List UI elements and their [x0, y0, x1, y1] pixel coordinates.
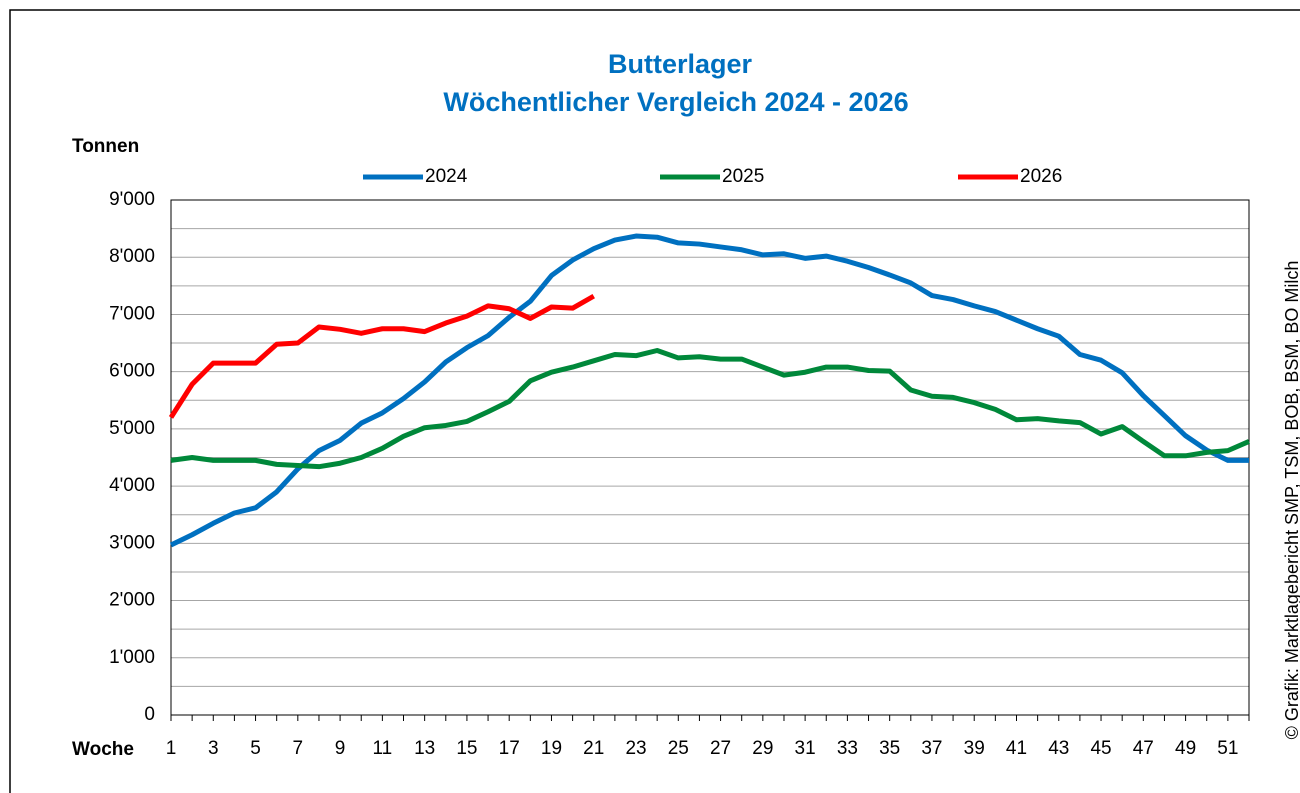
y-tick-label: 6'000	[109, 361, 155, 382]
x-tick-label: 23	[625, 738, 646, 759]
plot-area	[170, 199, 1250, 716]
y-tick-label: 4'000	[109, 475, 155, 496]
series-line	[168, 293, 595, 419]
x-axis-label: Woche	[72, 739, 134, 760]
y-tick-label: 3'000	[109, 532, 155, 553]
x-tick-label: 1	[166, 738, 177, 759]
legend-label: 2026	[1020, 166, 1062, 187]
x-tick-label: 45	[1090, 738, 1111, 759]
x-tick-label: 3	[208, 738, 219, 759]
x-tick-label: 9	[335, 738, 346, 759]
y-tick-label: 1'000	[109, 647, 155, 668]
chart-title: Butterlager	[608, 49, 753, 79]
legend-label: 2025	[722, 166, 764, 187]
x-tick-label: 31	[795, 738, 816, 759]
x-tick-label: 17	[499, 738, 520, 759]
x-tick-label: 7	[293, 738, 304, 759]
x-tick-label: 41	[1006, 738, 1027, 759]
x-tick-label: 27	[710, 738, 731, 759]
y-tick-label: 9'000	[109, 189, 155, 210]
legend-label: 2024	[425, 166, 468, 187]
x-tick-label: 35	[879, 738, 900, 759]
series-line	[170, 347, 1250, 470]
x-tick-label: 19	[541, 738, 562, 759]
x-tick-label: 47	[1133, 738, 1154, 759]
x-tick-label: 43	[1048, 738, 1069, 759]
y-tick-label: 8'000	[109, 246, 155, 267]
chart-frame	[9, 9, 1300, 793]
x-tick-label: 33	[837, 738, 858, 759]
x-tick-label: 37	[921, 738, 942, 759]
y-tick-label: 5'000	[109, 418, 155, 439]
x-tick-label: 51	[1217, 738, 1238, 759]
x-tick-label: 39	[964, 738, 985, 759]
x-tick-label: 49	[1175, 738, 1196, 759]
x-tick-label: 15	[456, 738, 477, 759]
y-tick-label: 0	[144, 704, 155, 725]
y-tick-label: 7'000	[109, 303, 155, 324]
x-tick-label: 29	[752, 738, 773, 759]
x-tick-label: 25	[668, 738, 689, 759]
source-note: © Grafik: Marktlagebericht SMP, TSM, BOB…	[1282, 261, 1300, 740]
series-line	[169, 233, 1249, 548]
y-axis-label: Tonnen	[72, 136, 139, 157]
x-tick-label: 21	[583, 738, 604, 759]
x-tick-label: 13	[414, 738, 435, 759]
chart-subtitle: Wöchentlicher Vergleich 2024 - 2026	[443, 87, 908, 117]
x-tick-label: 11	[373, 738, 393, 759]
x-tick-label: 5	[250, 738, 261, 759]
y-tick-label: 2'000	[109, 590, 155, 611]
